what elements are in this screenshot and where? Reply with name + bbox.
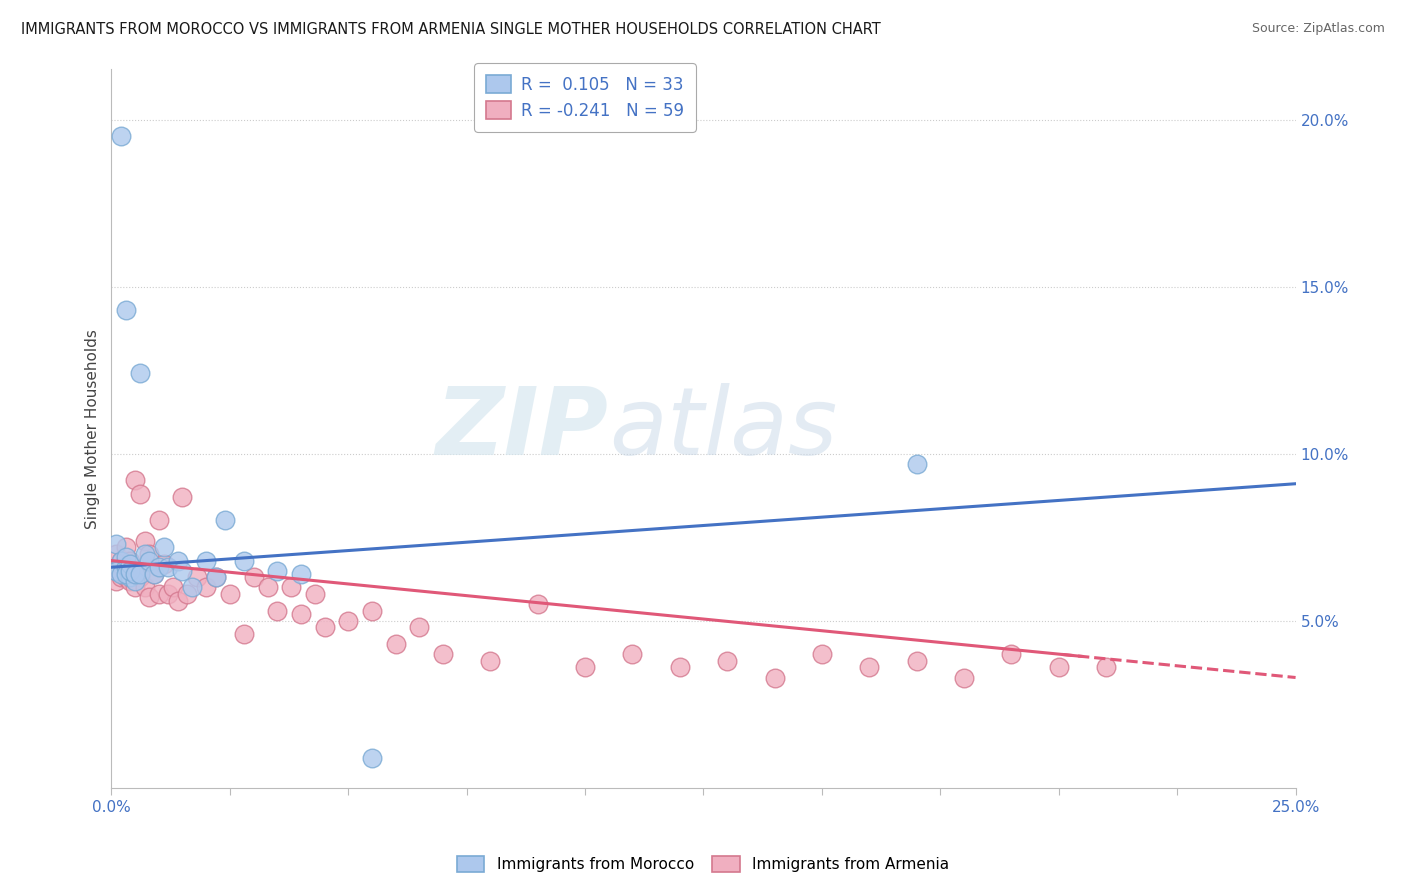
Point (1095, 660, 1118, 674)
Point (138, 553, 160, 567)
Point (124, 474, 146, 488)
Point (128, 570, 150, 584)
Point (186, 570, 208, 584)
Point (290, 566, 312, 581)
Point (152, 557, 174, 571)
Point (114, 550, 136, 565)
Point (214, 514, 236, 528)
Point (157, 587, 180, 601)
Point (304, 587, 326, 601)
Point (128, 566, 150, 581)
Point (314, 620, 336, 634)
Text: atlas: atlas (609, 383, 837, 475)
Point (105, 564, 128, 578)
Point (110, 566, 132, 581)
Point (858, 660, 880, 674)
Point (811, 647, 834, 661)
Point (152, 540, 174, 554)
Text: IMMIGRANTS FROM MOROCCO VS IMMIGRANTS FROM ARMENIA SINGLE MOTHER HOUSEHOLDS CORR: IMMIGRANTS FROM MOROCCO VS IMMIGRANTS FR… (21, 22, 880, 37)
Point (1000, 647, 1022, 661)
Point (124, 564, 146, 578)
Point (669, 660, 692, 674)
Point (195, 580, 218, 594)
Point (337, 614, 360, 628)
Point (1047, 660, 1070, 674)
Point (120, 564, 142, 578)
Point (479, 654, 502, 668)
Point (181, 580, 204, 594)
Point (204, 570, 226, 584)
Point (110, 570, 132, 584)
Point (384, 637, 406, 651)
Point (105, 574, 128, 588)
Point (114, 560, 136, 574)
Point (218, 587, 240, 601)
Point (148, 514, 170, 528)
Point (114, 540, 136, 554)
Point (574, 660, 596, 674)
Point (157, 560, 180, 574)
Point (162, 580, 184, 594)
Point (716, 654, 738, 668)
Point (233, 627, 256, 641)
Legend: Immigrants from Morocco, Immigrants from Armenia: Immigrants from Morocco, Immigrants from… (450, 848, 956, 880)
Legend: R =  0.105   N = 33, R = -0.241   N = 59: R = 0.105 N = 33, R = -0.241 N = 59 (474, 63, 696, 132)
Point (621, 647, 644, 661)
Y-axis label: Single Mother Households: Single Mother Households (86, 328, 100, 529)
Point (110, 553, 132, 567)
Point (128, 367, 150, 381)
Point (110, 553, 132, 567)
Point (143, 566, 166, 581)
Point (105, 547, 128, 561)
Point (124, 574, 146, 588)
Point (242, 570, 264, 584)
Point (953, 671, 976, 685)
Point (763, 671, 786, 685)
Point (148, 587, 170, 601)
Point (128, 487, 150, 501)
Point (114, 570, 136, 584)
Point (172, 490, 194, 504)
Point (408, 620, 430, 634)
Point (290, 607, 312, 621)
Point (195, 553, 218, 567)
Point (120, 557, 142, 571)
Point (114, 553, 136, 567)
Point (266, 604, 288, 618)
Point (138, 591, 160, 605)
Point (166, 553, 188, 567)
Point (233, 553, 256, 567)
Point (120, 574, 142, 588)
Point (266, 564, 288, 578)
Point (172, 564, 194, 578)
Point (166, 593, 188, 607)
Point (134, 580, 156, 594)
Point (280, 580, 302, 594)
Point (114, 303, 136, 318)
Point (120, 570, 142, 584)
Point (124, 566, 146, 581)
Point (256, 580, 278, 594)
Point (138, 547, 160, 561)
Point (905, 654, 928, 668)
Point (134, 547, 156, 561)
Point (905, 457, 928, 471)
Text: Source: ZipAtlas.com: Source: ZipAtlas.com (1251, 22, 1385, 36)
Point (120, 553, 142, 567)
Point (148, 560, 170, 574)
Text: ZIP: ZIP (436, 383, 609, 475)
Point (204, 570, 226, 584)
Point (105, 537, 128, 551)
Point (361, 750, 384, 764)
Point (176, 587, 198, 601)
Point (361, 604, 384, 618)
Point (110, 129, 132, 144)
Point (432, 647, 454, 661)
Point (124, 580, 146, 594)
Point (526, 597, 548, 611)
Point (134, 533, 156, 548)
Point (120, 564, 142, 578)
Point (143, 566, 166, 581)
Point (114, 566, 136, 581)
